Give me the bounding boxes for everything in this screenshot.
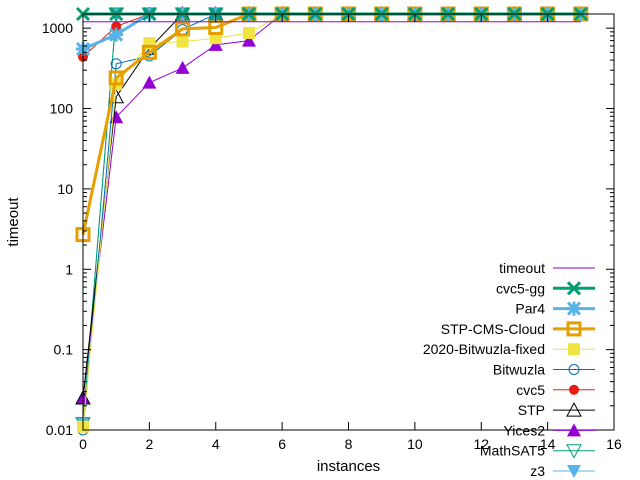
legend-item-bitwuzla: Bitwuzla bbox=[493, 362, 595, 378]
x-tick-label: 8 bbox=[345, 436, 353, 452]
legend-item-cvc5: cvc5 bbox=[516, 382, 595, 398]
legend: timeout cvc5-gg Par4 STP-CMS-Cloud 2020-Bitw… bbox=[423, 260, 595, 479]
legend-label: Bitwuzla bbox=[493, 362, 545, 378]
data-point bbox=[208, 37, 223, 51]
legend-label: MathSAT5 bbox=[480, 443, 545, 459]
data-point bbox=[141, 44, 157, 60]
x-tick-label: 12 bbox=[473, 436, 489, 452]
data-point bbox=[176, 35, 189, 48]
y-tick-label: 0.01 bbox=[46, 422, 73, 438]
legend-label: STP-CMS-Cloud bbox=[441, 321, 545, 337]
data-point bbox=[142, 75, 157, 89]
series-line bbox=[82, 13, 581, 58]
legend-marker bbox=[567, 423, 581, 437]
legend-marker bbox=[569, 384, 579, 395]
legend-marker bbox=[568, 364, 580, 375]
legend-label: cvc5-gg bbox=[496, 280, 545, 296]
data-point bbox=[175, 60, 190, 74]
legend-item-timeout: timeout bbox=[499, 260, 595, 276]
legend-item-yices2: Yices2 bbox=[503, 422, 595, 438]
data-point bbox=[108, 70, 124, 86]
x-tick-label: 14 bbox=[540, 436, 556, 452]
legend-item-z3: z3 bbox=[530, 463, 595, 479]
legend-item-stp: STP bbox=[518, 402, 595, 418]
legend-label: cvc5 bbox=[516, 382, 545, 398]
legend-marker bbox=[566, 402, 582, 417]
data-point bbox=[111, 21, 122, 32]
legend-label: Par4 bbox=[515, 301, 545, 317]
y-tick-label: 1 bbox=[65, 261, 73, 277]
data-point bbox=[209, 32, 222, 45]
data-point bbox=[109, 27, 124, 42]
y-tick-label: 1000 bbox=[42, 20, 73, 36]
x-tick-label: 16 bbox=[606, 436, 622, 452]
legend-label: STP bbox=[518, 402, 545, 418]
x-axis-label: instances bbox=[317, 458, 380, 475]
y-tick-label: 0.1 bbox=[54, 342, 74, 358]
series-line bbox=[82, 12, 581, 51]
legend-label: Yices2 bbox=[503, 422, 545, 438]
x-tick-label: 0 bbox=[79, 436, 87, 452]
legend-label: z3 bbox=[530, 463, 545, 479]
legend-item-par4: Par4 bbox=[515, 301, 595, 317]
data-point bbox=[242, 27, 255, 40]
data-point bbox=[110, 58, 122, 70]
legend-marker bbox=[566, 444, 582, 459]
legend-marker bbox=[566, 321, 582, 337]
legend-item-cvc5-gg: cvc5-gg bbox=[496, 280, 595, 296]
legend-item-2020-bitwuzla-fixed: 2020-Bitwuzla-fixed bbox=[423, 341, 595, 357]
x-tick-label: 6 bbox=[278, 436, 286, 452]
y-axis-label: timeout bbox=[5, 197, 22, 247]
legend-item-mathsat5: MathSAT5 bbox=[480, 443, 595, 459]
data-point bbox=[175, 21, 191, 37]
y-axis: 0.01 0.1 1 10 100 1000 bbox=[42, 20, 614, 438]
y-tick-label: 10 bbox=[57, 181, 73, 197]
legend-label: 2020-Bitwuzla-fixed bbox=[423, 341, 545, 357]
legend-marker bbox=[566, 301, 582, 316]
legend-marker bbox=[566, 281, 582, 296]
x-axis: 0 2 4 6 8 10 12 14 16 bbox=[79, 14, 622, 452]
x-tick-label: 4 bbox=[212, 436, 220, 452]
y-tick-label: 100 bbox=[50, 101, 74, 117]
x-tick-label: 10 bbox=[407, 436, 423, 452]
data-point bbox=[241, 33, 256, 47]
x-tick-label: 2 bbox=[145, 436, 153, 452]
legend-marker bbox=[567, 465, 581, 478]
legend-item-stp-cms-cloud: STP-CMS-Cloud bbox=[441, 321, 595, 337]
legend-marker bbox=[568, 343, 580, 356]
legend-label: timeout bbox=[499, 260, 545, 276]
series-line bbox=[81, 12, 581, 235]
